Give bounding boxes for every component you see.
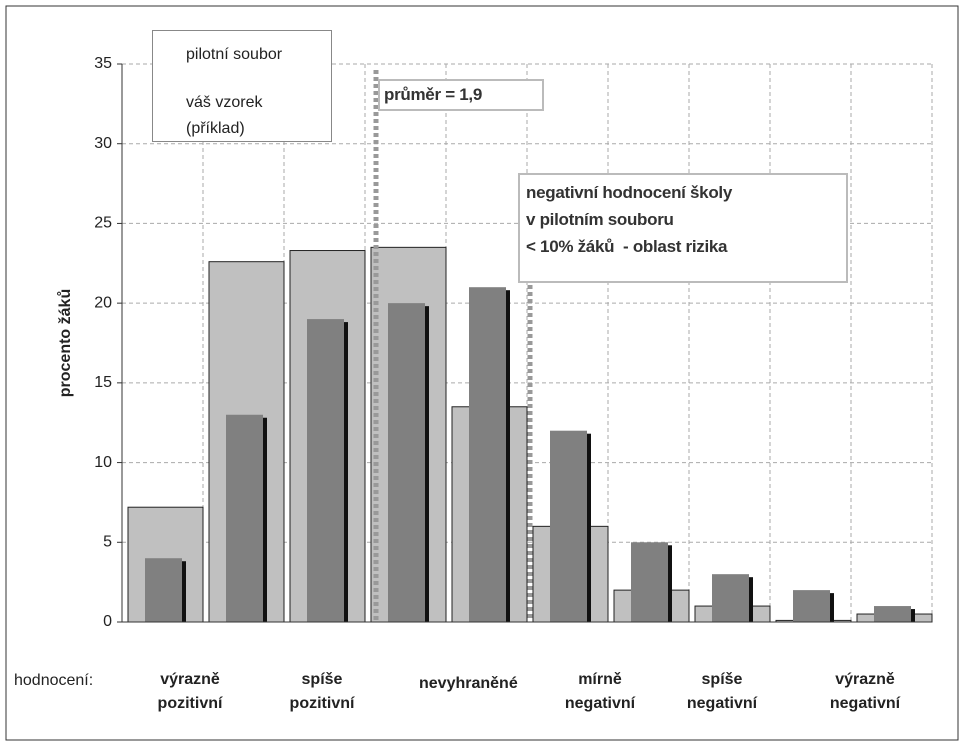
x-tick-label: výrazně pozitivní [157, 671, 223, 712]
risk-note: < 10% žáků - oblast rizika [526, 237, 728, 256]
y-tick-label: 10 [94, 454, 112, 471]
bar [874, 606, 911, 622]
legend-label: váš vzorek (příklad) [186, 94, 263, 137]
risk-note-box: negativní hodnocení školy v pilotním soub… [518, 173, 848, 283]
y-tick-label: 20 [94, 294, 112, 311]
mean-note: průměr = 1,9 [384, 85, 482, 104]
bar [550, 430, 587, 622]
y-tick-label: 5 [103, 534, 112, 551]
y-tick-label: 30 [94, 135, 112, 152]
x-label: hodnocení: [14, 672, 94, 689]
risk-note: negativní hodnocení školy [526, 183, 732, 202]
y-tick-label: 25 [94, 215, 112, 232]
y-tick-label: 15 [94, 374, 112, 391]
legend-label: pilotní soubor [186, 46, 283, 63]
y-tick-label: 0 [103, 613, 112, 630]
risk-note: v pilotním souboru [526, 210, 674, 229]
mean-note-box: průměr = 1,9 [378, 79, 544, 111]
y-axis-label: procento žáků [57, 289, 74, 397]
bar [145, 558, 182, 622]
x-tick-label: spíše pozitivní [289, 671, 355, 712]
bar [631, 542, 668, 622]
x-tick-label: spíše negativní [686, 671, 758, 712]
legend [152, 30, 332, 142]
x-tick-label: výrazně negativní [829, 671, 901, 712]
x-tick-label: mírně negativní [564, 671, 636, 712]
bar [469, 287, 506, 622]
bar [388, 303, 425, 622]
frame [5, 5, 959, 741]
y-tick-label: 35 [94, 55, 112, 72]
bar [712, 574, 749, 622]
x-tick-label: nevyhraněné [419, 675, 518, 692]
bar [307, 319, 344, 622]
bar [793, 590, 830, 622]
bar [226, 414, 263, 622]
